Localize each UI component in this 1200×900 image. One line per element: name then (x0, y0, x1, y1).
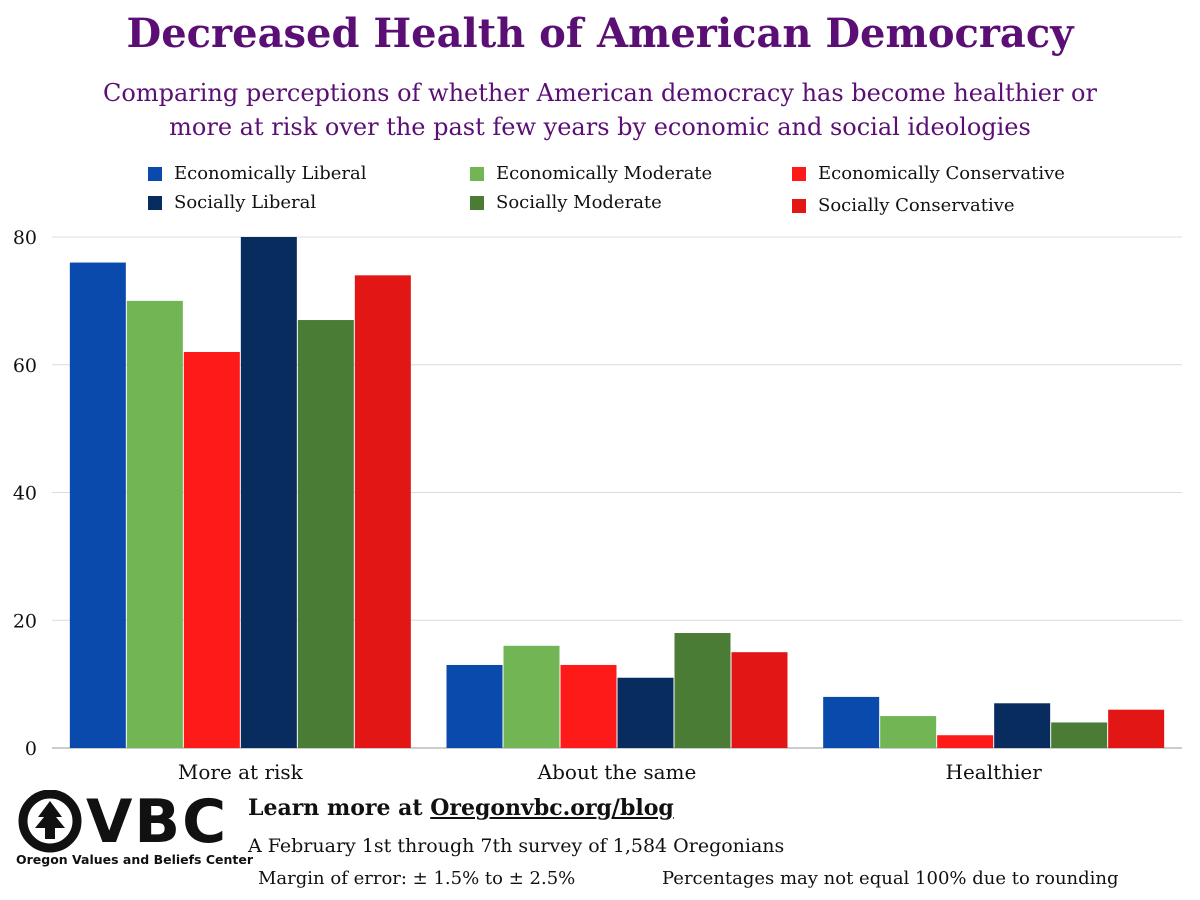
legend-item-socially-liberal: Socially Liberal (148, 192, 316, 213)
legend-swatch (470, 195, 484, 210)
bar (731, 652, 788, 748)
subtitle-line-2: more at risk over the past few years by … (169, 113, 1031, 141)
chart-subtitle: Comparing perceptions of whether America… (60, 76, 1140, 144)
bar (503, 645, 560, 748)
bar (1108, 709, 1165, 748)
legend-label: Socially Liberal (174, 192, 317, 213)
y-tick-label: 60 (13, 355, 37, 377)
bar (126, 300, 183, 748)
bar (354, 275, 411, 748)
legend-item-socially-moderate: Socially Moderate (470, 192, 662, 213)
blog-link[interactable]: Oregonvbc.org/blog (430, 795, 674, 821)
y-tick-label: 0 (25, 738, 37, 760)
subtitle-line-1: Comparing perceptions of whether America… (103, 79, 1097, 107)
x-category-label: More at risk (178, 760, 304, 784)
y-tick-label: 20 (13, 610, 37, 632)
bar (183, 351, 240, 748)
legend-swatch (470, 166, 484, 181)
bar (880, 716, 937, 748)
x-category-label: Healthier (946, 760, 1043, 784)
bar (617, 677, 674, 748)
learn-more-prefix: Learn more at (248, 795, 431, 821)
legend-swatch (148, 166, 162, 181)
x-category-label: About the same (537, 760, 697, 784)
rounding-note: Percentages may not equal 100% due to ro… (662, 868, 1119, 889)
margin-of-error: Margin of error: ± 1.5% to ± 2.5% (258, 868, 576, 889)
legend-label: Economically Moderate (496, 163, 713, 184)
survey-note: A February 1st through 7th survey of 1,5… (248, 835, 785, 857)
legend-item-economically-liberal: Economically Liberal (148, 163, 367, 184)
legend-swatch (148, 195, 162, 210)
bar (446, 664, 503, 748)
legend-swatch (792, 198, 806, 213)
bar (240, 237, 297, 748)
legend-label: Socially Conservative (818, 195, 1015, 216)
legend-item-socially-conservative: Socially Conservative (792, 195, 1015, 216)
bar (674, 633, 731, 748)
bar (823, 696, 880, 748)
logo-caption: Oregon Values and Beliefs Center (16, 852, 254, 867)
oregon-tree-logo-icon (18, 790, 82, 853)
bar-chart: 0 20 40 60 80 More at risk About the same Healt… (13, 227, 1182, 784)
bar (69, 262, 126, 748)
legend-item-economically-moderate: Economically Moderate (470, 163, 712, 184)
bar (1051, 722, 1108, 748)
legend-label: Socially Moderate (496, 192, 662, 213)
chart-title: Decreased Health of American Democracy (126, 10, 1074, 57)
legend-label: Economically Conservative (818, 163, 1065, 184)
legend-swatch (792, 166, 806, 181)
y-tick-label: 80 (13, 227, 37, 249)
bar (560, 664, 617, 748)
bar (994, 703, 1051, 748)
legend-label: Economically Liberal (174, 163, 367, 184)
bar (297, 320, 354, 748)
bar (937, 735, 994, 748)
y-tick-label: 40 (13, 483, 37, 505)
legend-item-economically-conservative: Economically Conservative (792, 163, 1065, 184)
learn-more: Learn more at Oregonvbc.org/blog (248, 795, 674, 821)
logo-letters: VBC (86, 787, 229, 857)
